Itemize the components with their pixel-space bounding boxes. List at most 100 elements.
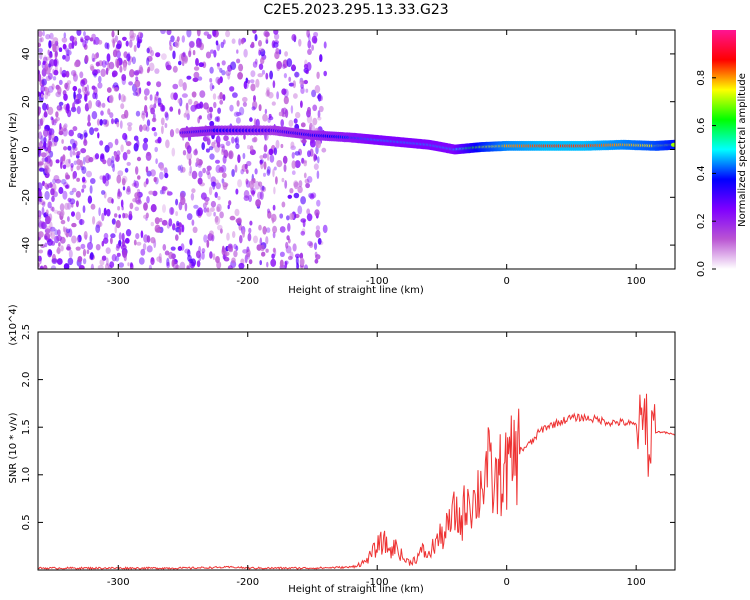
y-tick-label: 2.5 [21,324,32,340]
noise-speckle [209,153,215,160]
noise-speckle [45,225,51,231]
noise-speckle [190,193,195,201]
noise-speckle [121,232,125,242]
noise-speckle [83,31,86,37]
noise-speckle [258,40,262,47]
noise-speckle [47,145,52,154]
noise-speckle [104,144,110,153]
noise-speckle [317,93,322,102]
noise-speckle [87,195,93,204]
noise-speckle [38,249,44,254]
noise-speckle [291,160,296,169]
noise-speckle [192,77,199,83]
noise-speckle [210,49,214,54]
noise-speckle [109,112,114,119]
noise-speckle [129,39,133,48]
noise-speckle [76,177,80,182]
noise-speckle [219,99,224,105]
noise-speckle [101,60,107,68]
noise-speckle [38,70,41,75]
noise-speckle [107,157,112,167]
noise-speckle [82,258,87,265]
noise-speckle [108,61,115,70]
noise-speckle [126,53,131,62]
noise-speckle [105,247,111,255]
noise-speckle [165,64,172,71]
noise-speckle [252,61,258,68]
noise-speckle [186,265,190,269]
noise-speckle [170,35,175,43]
noise-speckle [53,138,58,147]
noise-speckle [215,40,219,46]
noise-speckle [71,222,77,228]
noise-speckle [112,39,115,48]
noise-speckle [133,44,137,53]
noise-speckle [81,188,85,193]
noise-speckle [198,62,205,68]
noise-speckle [102,159,107,165]
noise-speckle [199,90,206,98]
noise-speckle [122,36,127,41]
noise-speckle [183,55,188,64]
noise-speckle [40,37,44,43]
noise-speckle [112,163,115,172]
noise-speckle [292,243,297,252]
noise-speckle [122,212,126,219]
noise-speckle [262,153,268,159]
noise-speckle [87,121,91,127]
noise-speckle [209,106,213,113]
noise-speckle [59,123,62,130]
noise-speckle [116,150,121,156]
noise-speckle [279,251,285,257]
noise-speckle [73,91,76,100]
noise-speckle [291,170,296,175]
colorbar-tick-label: 0.6 [696,118,707,134]
noise-speckle [166,257,170,267]
noise-speckle [242,229,246,238]
noise-speckle [304,178,310,184]
noise-speckle [43,264,48,269]
noise-speckle [51,83,55,90]
noise-speckle [89,185,93,194]
noise-speckle [209,207,215,213]
noise-speckle [137,175,141,180]
noise-speckle [44,110,47,117]
noise-speckle [253,235,258,244]
noise-speckle [38,255,42,262]
spectrogram-x-label: Height of straight line (km) [288,285,424,296]
noise-speckle [69,198,76,205]
noise-speckle [116,59,120,69]
noise-speckle [122,151,128,161]
noise-speckle [291,152,295,159]
noise-speckle [107,62,110,71]
noise-speckle [229,86,235,92]
noise-speckle [240,38,245,45]
chart-title: C2E5.2023.295.13.33.G23 [263,2,448,18]
noise-speckle [271,213,277,223]
noise-speckle [178,108,181,115]
noise-speckle [306,208,311,215]
noise-speckle [242,96,248,103]
noise-speckle [314,85,321,94]
noise-speckle [317,156,320,164]
noise-speckle [287,222,291,232]
noise-speckle [306,213,313,222]
noise-speckle [172,83,179,90]
noise-speckle [157,136,162,144]
noise-speckle [318,105,324,113]
noise-speckle [133,239,137,246]
noise-speckle [221,60,226,66]
noise-speckle [171,147,176,157]
noise-speckle [79,218,83,226]
noise-speckle [83,95,87,101]
noise-speckle [206,239,210,248]
noise-speckle [38,212,41,218]
noise-speckle [244,254,248,264]
noise-speckle [38,37,43,43]
noise-speckle [44,66,51,75]
noise-speckle [225,251,230,257]
noise-speckle [120,144,124,153]
noise-speckle [138,257,145,265]
colorbar-tick-label: 0.0 [696,261,707,277]
noise-speckle [128,210,133,217]
